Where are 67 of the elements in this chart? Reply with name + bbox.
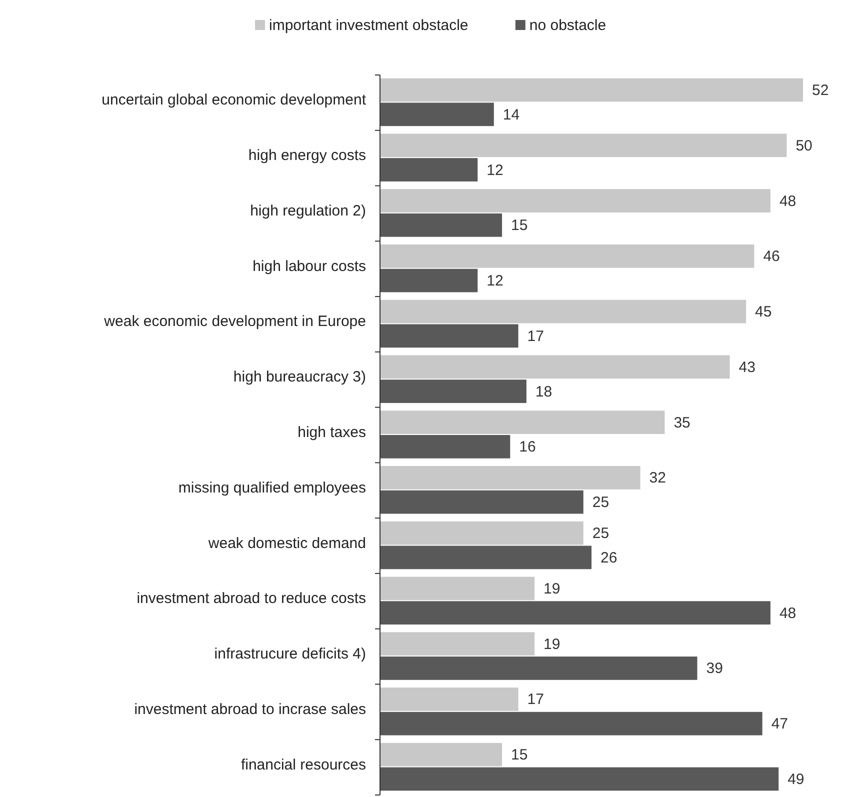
legend-label: important investment obstacle xyxy=(269,17,468,34)
data-label: 50 xyxy=(796,137,812,154)
data-label: 48 xyxy=(779,192,796,210)
bar xyxy=(380,632,535,656)
bar xyxy=(380,546,592,570)
data-label: 25 xyxy=(592,525,610,542)
data-label: 12 xyxy=(486,272,504,290)
bar xyxy=(380,355,730,379)
data-label: 25 xyxy=(592,494,610,512)
data-label: 35 xyxy=(674,414,690,432)
data-label: 19 xyxy=(544,636,560,653)
data-label: 49 xyxy=(788,770,804,788)
data-label: 17 xyxy=(527,691,544,708)
y-tick-label: high taxes xyxy=(298,424,366,441)
y-tick-label: high bureaucracy 3) xyxy=(233,368,366,386)
bar xyxy=(380,134,787,158)
data-label: 19 xyxy=(544,580,560,598)
y-tick-label: weak economic development in Europe xyxy=(103,313,366,330)
y-tick-label: uncertain global economic development xyxy=(102,92,367,109)
bar xyxy=(380,688,518,711)
data-label: 43 xyxy=(738,358,756,376)
bar xyxy=(380,435,510,458)
y-tick-label: financial resources xyxy=(240,756,366,774)
bar xyxy=(380,576,535,600)
bar xyxy=(380,78,803,102)
y-tick-label: high energy costs xyxy=(248,147,366,164)
legend-label: no obstacle xyxy=(529,17,606,34)
bar xyxy=(380,380,526,403)
bar xyxy=(380,158,478,182)
y-tick-label: infrastrucure deficits 4) xyxy=(214,646,366,663)
data-label: 15 xyxy=(511,217,528,234)
data-label: 48 xyxy=(779,604,796,622)
bar xyxy=(380,466,640,490)
data-label: 46 xyxy=(763,248,780,266)
bar xyxy=(380,189,770,212)
bar xyxy=(380,601,770,625)
bar xyxy=(380,102,494,126)
data-label: 14 xyxy=(502,106,520,124)
data-label: 39 xyxy=(706,660,723,678)
data-label: 47 xyxy=(771,716,788,733)
y-tick-label: investment abroad to incrase sales xyxy=(134,700,366,718)
bar xyxy=(380,521,584,545)
bar xyxy=(380,213,502,237)
bar xyxy=(380,244,754,268)
bar xyxy=(380,656,698,680)
data-label: 17 xyxy=(527,328,544,345)
y-tick-label: high regulation 2) xyxy=(250,202,366,220)
data-label: 18 xyxy=(535,383,552,400)
y-tick-label: weak domestic demand xyxy=(207,534,366,552)
y-tick-label: investment abroad to reduce costs xyxy=(136,590,366,608)
data-label: 32 xyxy=(649,470,666,487)
bar xyxy=(380,742,502,766)
data-label: 45 xyxy=(755,304,772,321)
bar xyxy=(380,490,584,514)
data-label: 15 xyxy=(511,746,528,764)
bar xyxy=(380,268,478,292)
data-label: 12 xyxy=(486,162,504,179)
data-label: 52 xyxy=(812,82,829,100)
bar xyxy=(380,300,746,324)
bar xyxy=(380,767,779,791)
y-tick-label: high labour costs xyxy=(252,258,366,275)
data-label: 16 xyxy=(519,438,536,456)
bar xyxy=(380,410,665,434)
bar xyxy=(380,324,518,348)
data-label: 26 xyxy=(600,549,618,566)
bar xyxy=(380,712,762,736)
y-tick-label: missing qualified employees xyxy=(178,479,366,496)
